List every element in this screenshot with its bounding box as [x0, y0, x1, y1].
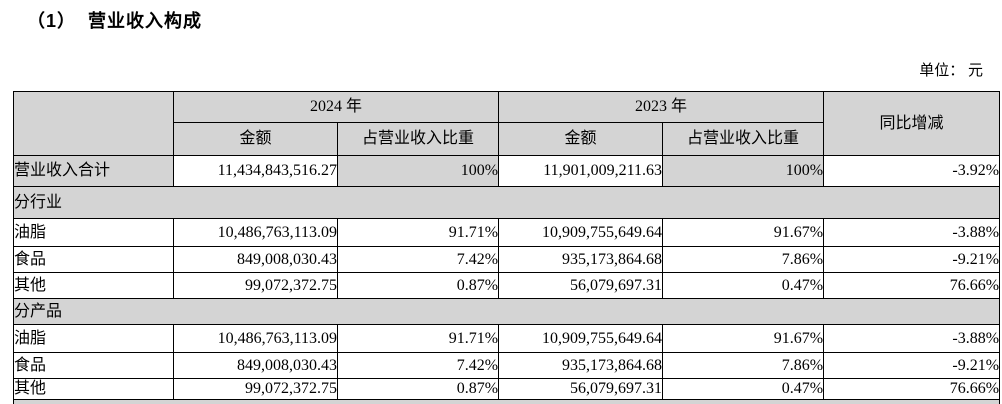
row-ratio-2024: 0.87% [336, 272, 500, 299]
row-amount-2023: 10,909,755,649.64 [498, 218, 664, 247]
page-title-text: 营业收入构成 [88, 11, 203, 31]
row-amount-2023: 56,079,697.31 [498, 378, 664, 400]
total-amount-2023: 11,901,009,211.63 [498, 155, 664, 187]
row-ratio-2023: 91.67% [662, 324, 825, 353]
row-label: 其他 [13, 272, 174, 299]
row-amount-2024: 99,072,372.75 [173, 272, 338, 299]
row-label: 其他 [13, 378, 174, 400]
header-ratio-2024: 占营业收入比重 [336, 122, 500, 156]
row-ratio-2023: 7.86% [662, 352, 825, 379]
section-label: 分产品 [12, 298, 1001, 325]
total-ratio-2024: 100% [336, 155, 500, 187]
row-amount-2024: 849,008,030.43 [173, 246, 338, 273]
row-amount-2024: 10,486,763,113.09 [173, 324, 338, 353]
section-row-by-product: 分产品 [12, 298, 1001, 325]
row-ratio-2024: 91.71% [336, 218, 500, 247]
row-ratio-2023: 0.47% [662, 378, 825, 400]
row-label: 油脂 [13, 218, 174, 247]
row-amount-2024: 99,072,372.75 [173, 378, 338, 400]
row-ratio-2023: 91.67% [662, 218, 825, 247]
row-amount-2024: 10,486,763,113.09 [173, 218, 338, 247]
page-title-number: （1） [27, 11, 77, 31]
row-ratio-2024: 0.87% [336, 378, 500, 400]
row-ratio-2023: 7.86% [662, 246, 825, 273]
row-ratio-2023: 0.47% [662, 272, 825, 299]
row-amount-2023: 935,173,864.68 [498, 352, 664, 379]
total-yoy: -3.92% [823, 155, 1001, 187]
row-yoy: -3.88% [823, 218, 1001, 247]
total-ratio-2023: 100% [662, 155, 825, 187]
table-row: 油脂 10,486,763,113.09 91.71% 10,909,755,6… [13, 324, 1001, 353]
total-label: 营业收入合计 [13, 155, 174, 187]
row-ratio-2024: 7.42% [336, 352, 500, 379]
header-yoy: 同比增减 [823, 91, 1001, 156]
section-label: 分行业 [12, 186, 1001, 219]
row-amount-2024: 849,008,030.43 [173, 352, 338, 379]
clipped-section-cell [12, 399, 1001, 404]
header-amount-2023: 金额 [498, 122, 664, 156]
row-yoy: 76.66% [823, 378, 1001, 400]
row-ratio-2024: 91.71% [336, 324, 500, 353]
row-ratio-2024: 7.42% [336, 246, 500, 273]
row-amount-2023: 56,079,697.31 [498, 272, 664, 299]
header-year-2024: 2024 年 [172, 91, 500, 123]
section-row-clipped [12, 399, 1001, 404]
table-row: 其他 99,072,372.75 0.87% 56,079,697.31 0.4… [13, 378, 1001, 400]
header-row-years: 2024 年 2023 年 同比增减 [13, 91, 1001, 156]
table-row: 油脂 10,486,763,113.09 91.71% 10,909,755,6… [13, 218, 1001, 247]
row-yoy: 76.66% [823, 272, 1001, 299]
row-label: 食品 [13, 352, 174, 379]
table-row: 其他 99,072,372.75 0.87% 56,079,697.31 0.4… [13, 272, 1001, 299]
row-amount-2023: 935,173,864.68 [498, 246, 664, 273]
table-row: 食品 849,008,030.43 7.42% 935,173,864.68 7… [13, 246, 1001, 273]
header-row-measures: 金额 占营业收入比重 金额 占营业收入比重 [14, 122, 1000, 156]
section-row-by-industry: 分行业 [12, 186, 1001, 219]
table-row: 食品 849,008,030.43 7.42% 935,173,864.68 7… [13, 352, 1001, 379]
row-yoy: -9.21% [823, 246, 1001, 273]
total-amount-2024: 11,434,843,516.27 [173, 155, 338, 187]
page-title: （1） 营业收入构成 [27, 7, 202, 33]
unit-label: 单位： 元 [919, 63, 983, 79]
table-row-total: 营业收入合计 11,434,843,516.27 100% 11,901,009… [13, 155, 1001, 187]
row-label: 食品 [13, 246, 174, 273]
row-label: 油脂 [13, 324, 174, 353]
header-ratio-2023: 占营业收入比重 [662, 122, 825, 156]
row-yoy: -9.21% [823, 352, 1001, 379]
header-empty-cell [13, 91, 174, 156]
row-yoy: -3.88% [823, 324, 1001, 353]
row-amount-2023: 10,909,755,649.64 [498, 324, 664, 353]
header-year-2023: 2023 年 [498, 91, 825, 123]
header-amount-2024: 金额 [173, 122, 338, 156]
revenue-composition-table: 2024 年 2023 年 同比增减 金额 占营业收入比重 金额 占营业收入比重… [12, 91, 1001, 404]
